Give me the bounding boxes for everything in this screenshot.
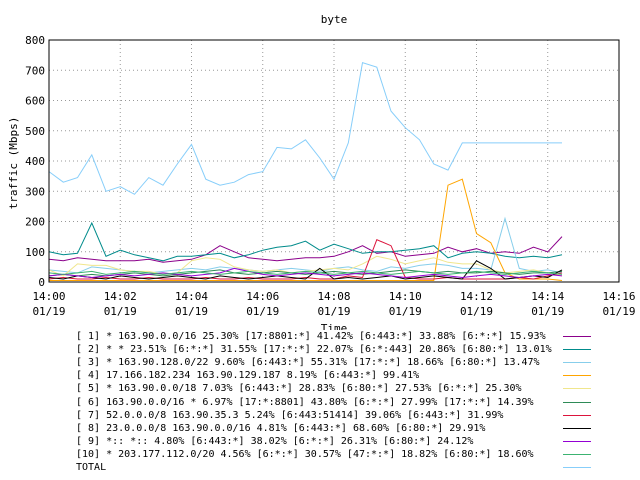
legend-entry: [ 9] *:: *:: 4.80% [6:443:*] 38.02% [6:*… — [76, 435, 636, 448]
legend-swatch — [563, 453, 591, 455]
x-tick-time: 14:00 — [32, 290, 65, 303]
series-layer — [48, 62, 563, 281]
y-tick-label: 200 — [25, 216, 45, 229]
legend-label: [ 8] 23.0.0.0/8 163.90.0.0/16 4.81% [6:4… — [76, 422, 486, 434]
x-tick-date: 01/19 — [460, 305, 493, 318]
y-tick-label: 700 — [25, 64, 45, 77]
series-line-1 — [48, 236, 563, 263]
legend-swatch — [563, 375, 591, 377]
x-tick-time: 14:16 — [602, 290, 635, 303]
legend-label: [ 5] * 163.90.0.0/18 7.03% [6:443:*] 28.… — [76, 383, 522, 395]
y-tick-label: 500 — [25, 125, 45, 138]
legend-swatch — [563, 401, 591, 403]
series-line-4 — [49, 178, 563, 281]
y-tick-label: 400 — [25, 155, 45, 168]
series-line-11 — [48, 62, 562, 195]
legend-swatch — [563, 336, 591, 337]
chart-grid — [48, 39, 620, 283]
legend-label: [ 4] 17.166.182.234 163.90.129.187 8.19%… — [76, 370, 420, 382]
plot-frame — [48, 39, 620, 283]
x-tick-date: 01/19 — [602, 305, 635, 318]
legend-entry: [ 8] 23.0.0.0/8 163.90.0.0/16 4.81% [6:4… — [76, 422, 636, 435]
x-tick-time: 14:08 — [317, 290, 350, 303]
legend-label: [ 3] * 163.90.128.0/22 9.60% [6:443:*] 5… — [76, 357, 540, 369]
x-tick-date: 01/19 — [175, 305, 208, 318]
legend-swatch — [563, 349, 591, 351]
chart-area: byte traffic (Mbps) Time 0 100 200 300 400 50… — [7, 13, 636, 330]
legend-entry: [ 3] * 163.90.128.0/22 9.60% [6:443:*] 5… — [76, 356, 636, 369]
legend-entry: [ 6] 163.90.0.0/16 * 6.97% [17:*:8801] 4… — [76, 396, 636, 409]
x-tick-time: 14:04 — [175, 290, 208, 303]
legend-entry: [10] * 203.177.112.0/20 4.56% [6:*:*] 30… — [76, 448, 636, 461]
series-line-6 — [48, 269, 563, 277]
y-tick-label: 600 — [25, 95, 45, 108]
x-tick-date: 01/19 — [531, 305, 564, 318]
x-tick-date: 01/19 — [389, 305, 422, 318]
legend-label: TOTAL — [76, 462, 107, 473]
y-tick-label: 0 — [38, 276, 45, 289]
legend-swatch — [563, 414, 591, 416]
legend-entry: [ 2] * * 23.51% [6:*:*] 31.55% [17:*:*] … — [76, 343, 636, 356]
legend-label: [10] * 203.177.112.0/20 4.56% [6:*:*] 30… — [76, 448, 534, 460]
x-tick-date: 01/19 — [317, 305, 350, 318]
x-tick-date: 01/19 — [104, 305, 137, 318]
y-tick-label: 300 — [25, 185, 45, 198]
legend-label: [ 9] *:: *:: 4.80% [6:443:*] 38.02% [6:*… — [76, 435, 474, 447]
x-tick-time: 14:12 — [460, 290, 493, 303]
y-tick-label: 100 — [25, 246, 45, 259]
x-axis-label: Time — [321, 322, 348, 330]
legend-label: [ 2] * * 23.51% [6:*:*] 31.55% [17:*:*] … — [76, 344, 552, 356]
x-tick-time: 14:06 — [246, 290, 279, 303]
chart-title: byte — [321, 13, 348, 26]
legend-label: [ 7] 52.0.0.0/8 163.90.35.3 5.24% [6:443… — [76, 409, 504, 421]
legend-swatch — [563, 388, 591, 390]
series-line-2 — [48, 221, 563, 262]
legend-entry: [ 1] * 163.90.0.0/16 25.30% [17:8801:*] … — [76, 330, 636, 343]
legend-swatch — [563, 427, 591, 429]
legend-entry: TOTAL — [76, 461, 636, 474]
legend-entry: [ 4] 17.166.182.234 163.90.129.187 8.19%… — [76, 369, 636, 382]
series-line-3 — [48, 216, 563, 274]
y-tick-label: 800 — [25, 34, 45, 47]
legend-entry: [ 7] 52.0.0.0/8 163.90.35.3 5.24% [6:443… — [76, 409, 636, 422]
x-tick-date: 01/19 — [32, 305, 65, 318]
x-tick-time: 14:14 — [531, 290, 564, 303]
legend-label: [ 1] * 163.90.0.0/16 25.30% [17:8801:*] … — [76, 331, 546, 342]
x-tick-date: 01/19 — [246, 305, 279, 318]
legend-swatch — [563, 440, 591, 442]
series-line-8 — [48, 260, 563, 280]
legend-entry: [ 5] * 163.90.0.0/18 7.03% [6:443:*] 28.… — [76, 382, 636, 395]
series-line-10 — [48, 270, 563, 275]
x-tick-time: 14:10 — [389, 290, 422, 303]
axis-ticks: 0 100 200 300 400 500 600 700 800 14:00 01/19 14:02… — [25, 34, 635, 318]
series-line-7 — [48, 239, 563, 280]
legend-swatch — [563, 467, 591, 468]
legend-swatch — [563, 362, 591, 364]
legend-label: [ 6] 163.90.0.0/16 * 6.97% [17:*:8801] 4… — [76, 396, 534, 408]
series-line-9 — [48, 267, 563, 279]
x-tick-time: 14:02 — [104, 290, 137, 303]
y-axis-label: traffic (Mbps) — [7, 117, 20, 210]
